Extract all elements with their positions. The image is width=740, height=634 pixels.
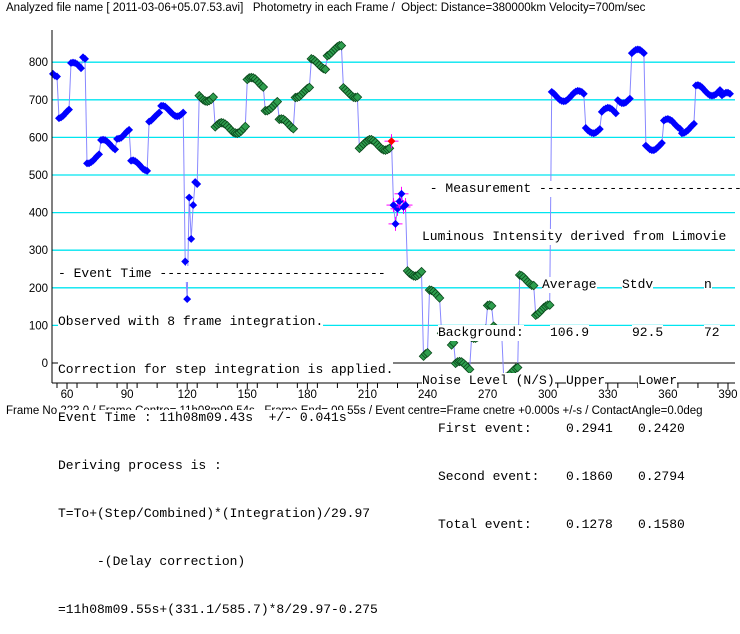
green-data-point [464,364,475,375]
blue-data-point [65,105,73,114]
green-data-point [304,82,315,93]
formula-text: T=To+(Step/Combined)*(Integration)/29.97 [58,506,371,522]
noise-lower: 0.1580 [638,517,685,533]
photometry-chart: 0 100 200 300 400 500 600 700 800 60 90 120 150 180 21… [29,30,738,401]
y-tick-label: 300 [29,245,48,257]
noise-upper: 0.2941 [566,421,613,437]
noise-upper: 0.1860 [566,469,613,485]
background-label: Background: [438,325,524,341]
y-tick-label: 0 [42,358,48,370]
event-time-value: Event Time : 11h08m09.43s +/- 0.041s [58,410,347,426]
x-tick-label: 360 [658,389,677,401]
y-tick-label: 400 [29,208,48,220]
event-data-point [397,189,406,198]
x-tick-label: 120 [178,389,197,401]
noise-row: Total event: 0.1278 0.1580 [422,517,738,533]
col-upper: Upper [566,373,606,389]
green-data-point [528,280,539,291]
green-data-point [512,362,523,373]
noise-label: Total event: [438,517,532,533]
x-tick-label: 60 [61,389,74,401]
green-data-point [208,92,219,102]
green-data-point [486,301,497,311]
background-n: 72 [704,325,720,341]
noise-row: First event: 0.2941 0.2420 [422,421,738,437]
grid-lines [52,61,735,364]
formula-result: =11h08m09.55s+(331.1/585.7)*8/29.97-0.27… [58,602,378,618]
delay-correction-text: -(Delay correction) [58,554,246,570]
green-data-point [240,121,251,132]
blue-data-point [143,166,152,175]
x-tick-label: 240 [418,389,437,401]
x-tick-label: 150 [238,389,257,401]
green-data-point [434,293,445,303]
event-time-heading: - Event Time ---------------------------… [58,266,386,282]
x-tick-label: 270 [478,389,497,401]
green-data-point [416,266,427,277]
blue-data-point [181,257,190,266]
noise-label: First event: [438,421,532,437]
background-average: 106.9 [550,325,590,341]
background-stdv: 92.5 [632,325,664,341]
blue-data-point [189,201,198,210]
noise-row: Second event: 0.1860 0.2794 [422,469,738,485]
measurement-panel: - Measurement --------------------------… [422,149,740,549]
green-data-point [544,300,555,310]
col-lower: Lower [638,373,678,389]
deriving-text: Deriving process is : [58,458,222,474]
green-data-point [422,348,433,358]
event-time-panel: - Event Time ---------------------------… [58,234,394,634]
event-data-point [391,219,400,228]
data-points [49,40,734,383]
x-tick-label: 300 [538,389,557,401]
blue-data-point [81,54,89,63]
window-title: Analyzed file name [ 2011-03-06+05.07.53… [6,2,646,14]
y-tick-label: 200 [29,283,48,295]
noise-heading: Noise Level (N/S) [422,373,555,389]
x-tick-label: 180 [298,389,317,401]
col-n: n [704,277,712,293]
green-data-point [352,92,363,102]
col-average: Average [542,277,597,293]
green-data-point [336,40,347,51]
y-tick-label: 800 [29,57,48,69]
green-data-point [272,96,283,107]
blue-data-point [187,234,196,243]
correction-text: Correction for step integration is appli… [58,362,394,378]
axes: 0 100 200 300 400 500 600 700 800 60 90 120 150 180 21… [29,30,738,401]
x-tick-label: 210 [358,389,377,401]
blue-data-point [185,193,194,202]
noise-lower: 0.2794 [638,469,685,485]
x-tick-label: 390 [718,389,737,401]
blue-data-point [611,109,620,118]
noise-upper: 0.1278 [566,517,613,533]
y-tick-label: 100 [29,320,48,332]
y-tick-label: 500 [29,170,48,182]
y-tick-label: 700 [29,95,48,107]
green-data-point [258,82,269,92]
y-tick-label: 600 [29,132,48,144]
column-header-row: Average Stdv n [422,277,738,293]
green-data-point [288,123,299,134]
blue-data-point [77,64,85,73]
noise-header-row: Noise Level (N/S) Upper Lower [422,373,738,389]
noise-label: Second event: [438,469,540,485]
blue-data-point [193,180,202,188]
green-data-point [320,64,331,75]
background-row: Background: 106.9 92.5 72 [422,325,738,341]
measurement-heading: - Measurement --------------------------… [422,181,740,197]
blue-data-point [689,119,698,128]
event-data-point [401,201,410,210]
selected-data-point [387,137,396,146]
integration-text: Observed with 8 frame integration. [58,314,324,330]
col-stdv: Stdv [622,277,654,293]
measurement-subtitle: Luminous Intensity derived from Limovie [422,229,727,245]
noise-lower: 0.2420 [638,421,685,437]
x-tick-label: 90 [121,389,134,401]
x-tick-label: 330 [598,389,617,401]
